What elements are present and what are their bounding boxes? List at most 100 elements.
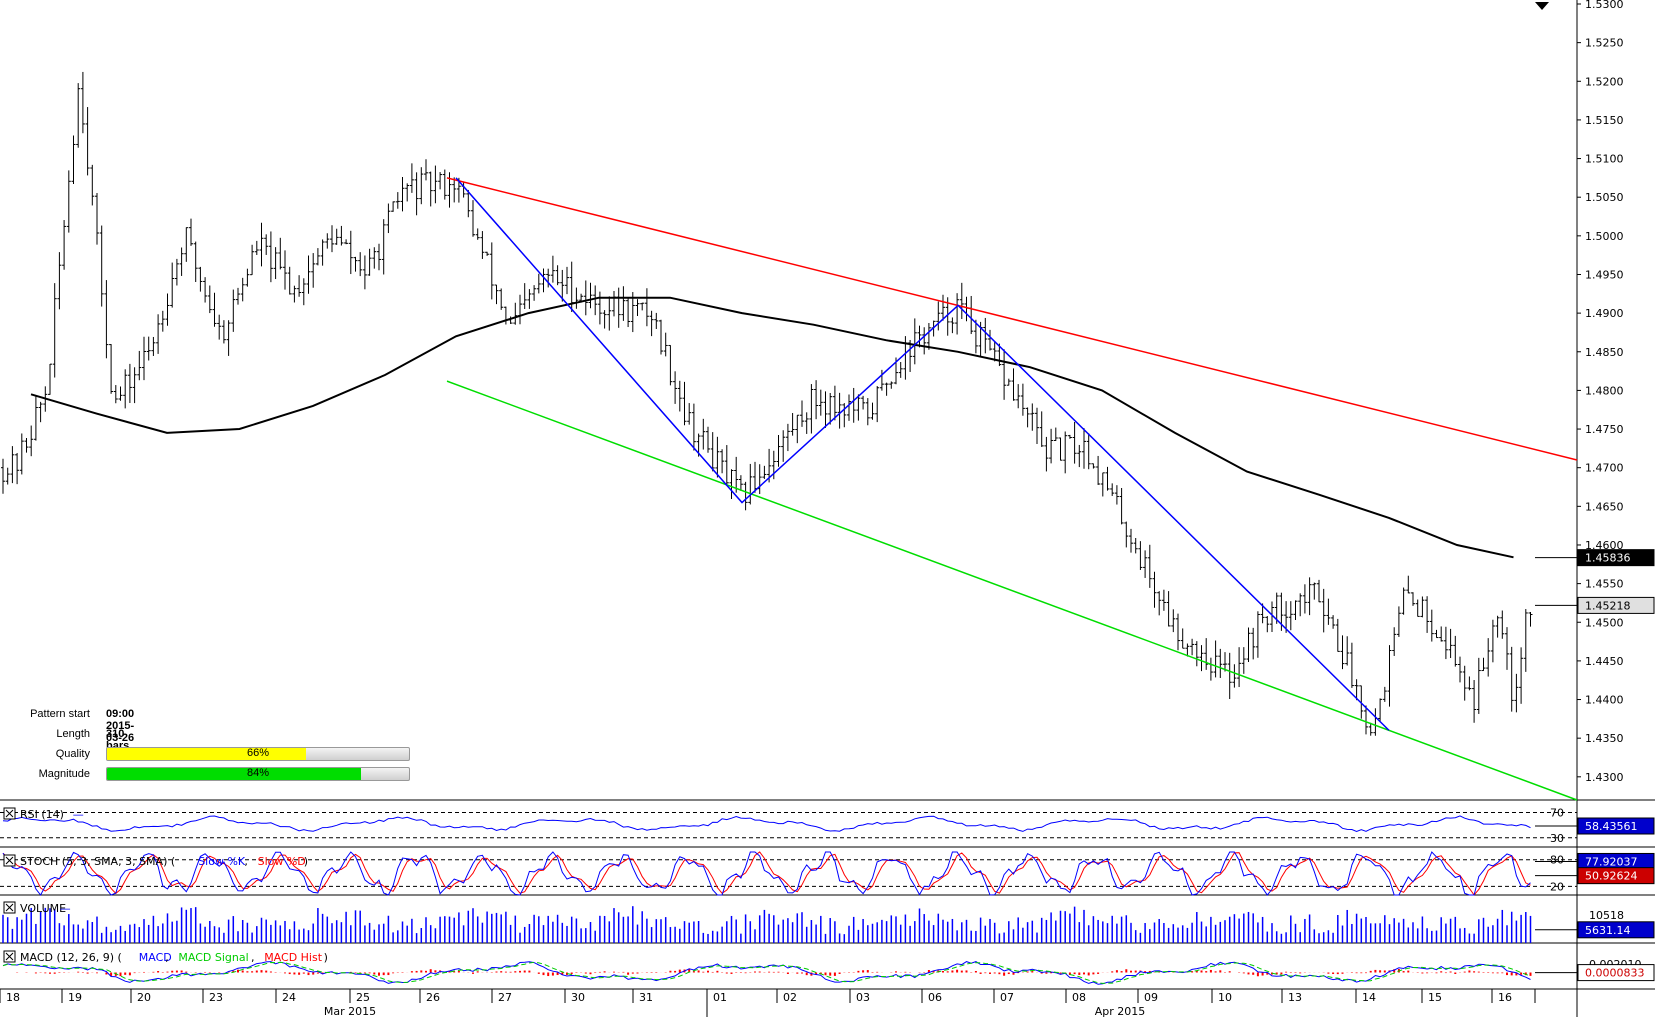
macd-title: MACD Signal [178, 951, 248, 964]
zigzag-line [455, 177, 1390, 731]
y-tick-label: 1.5250 [1585, 37, 1624, 50]
magnitude-bar-fill [107, 768, 361, 780]
y-tick-label: 1.5100 [1585, 153, 1624, 166]
x-day-label: 27 [498, 991, 512, 1004]
y-tick-label: 1.5150 [1585, 114, 1624, 127]
pattern-start-value: 09:00 2015-03-26 [106, 708, 135, 744]
y-tick-label: 1.4800 [1585, 384, 1624, 397]
macd-title: MACD [139, 951, 172, 964]
magnitude-label: Magnitude [38, 768, 90, 780]
rsi-title: RSI (14) [20, 808, 64, 821]
x-day-label: 10 [1218, 991, 1232, 1004]
stoch-d-value: 50.92624 [1585, 870, 1638, 883]
stoch-20-level-label: 20 [1550, 880, 1564, 893]
x-day-label: 08 [1072, 991, 1086, 1004]
x-day-label: 02 [783, 991, 797, 1004]
macd-title: , [165, 951, 169, 964]
stoch-title: , [244, 855, 248, 868]
stoch-80-level-label: 80 [1550, 854, 1564, 867]
volume-title: — [60, 902, 71, 915]
last-price-value: 1.45218 [1585, 599, 1631, 612]
x-day-label: 01 [713, 991, 727, 1004]
x-day-label: 13 [1288, 991, 1302, 1004]
moving-average-price-box [1577, 549, 1655, 567]
stoch-title: ) [304, 855, 308, 868]
rsi-close-icon-x [5, 809, 14, 818]
y-tick-label: 1.4700 [1585, 462, 1624, 475]
x-day-label: 30 [571, 991, 585, 1004]
rsi-line [2, 815, 1531, 833]
last-price-box [1577, 596, 1655, 614]
rsi-70-level-label: 70 [1550, 807, 1564, 820]
y-tick-label: 1.4600 [1585, 539, 1624, 552]
y-tick-label: 1.4850 [1585, 346, 1624, 359]
x-day-label: 14 [1362, 991, 1376, 1004]
y-tick-label: 1.5300 [1585, 0, 1624, 11]
volume-box [1577, 921, 1655, 939]
stoch-title: Slow %K [198, 855, 246, 868]
x-day-label: 23 [209, 991, 223, 1004]
stoch-k-line [2, 851, 1531, 896]
x-day-label: 24 [282, 991, 296, 1004]
y-tick-label: 1.4550 [1585, 578, 1624, 591]
macd-title: MACD (12, 26, 9) ( [20, 951, 122, 964]
volume-close-icon-x [5, 903, 14, 912]
quality-text: 66% [246, 747, 270, 759]
y-tick-label: 1.4950 [1585, 268, 1624, 281]
macd-close-icon-x [5, 952, 14, 961]
x-month-label: Mar 2015 [324, 1005, 376, 1017]
stoch-title: Slow %D [258, 855, 306, 868]
candles-group [1, 71, 1533, 736]
y-tick-label: 1.4300 [1585, 771, 1624, 784]
magnitude-text: 84% [246, 767, 270, 779]
x-day-label: 16 [1498, 991, 1512, 1004]
x-day-label: 06 [928, 991, 942, 1004]
scroll-down-icon [1535, 2, 1549, 10]
rsi-box [1577, 817, 1655, 835]
x-day-label: 18 [6, 991, 20, 1004]
resistance-line [446, 177, 1578, 461]
moving-average-line [30, 296, 1514, 559]
stoch-close-icon-x [5, 856, 14, 865]
pattern-length-label: Length [56, 728, 90, 740]
y-tick-label: 1.4900 [1585, 307, 1624, 320]
x-day-label: 31 [639, 991, 653, 1004]
stoch-d-line [2, 851, 1531, 896]
x-day-label: 19 [68, 991, 82, 1004]
y-tick-label: 1.5200 [1585, 75, 1624, 88]
x-day-label: 15 [1428, 991, 1442, 1004]
volume-value: 5631.14 [1585, 924, 1631, 937]
x-day-label: 25 [356, 991, 370, 1004]
macd-title: ) [324, 951, 328, 964]
magnitude-bar: 84% [106, 767, 410, 781]
quality-bar: 66% [106, 747, 410, 761]
quality-bar-fill [107, 748, 307, 760]
y-tick-label: 1.4650 [1585, 500, 1624, 513]
pattern-start-label: Pattern start [30, 708, 90, 720]
y-tick-label: 1.5000 [1585, 230, 1624, 243]
volume-scale: 10518 [1589, 909, 1624, 922]
y-tick-label: 1.4450 [1585, 655, 1624, 668]
y-tick-label: 1.4500 [1585, 616, 1624, 629]
quality-label: Quality [55, 748, 90, 760]
stoch-d-box [1577, 867, 1655, 885]
y-tick-label: 1.4750 [1585, 423, 1624, 436]
rsi-30-level-label: 30 [1550, 832, 1564, 845]
x-day-label: 07 [1000, 991, 1014, 1004]
volume-title: VOLUME [20, 902, 66, 915]
x-day-label: 03 [856, 991, 870, 1004]
y-tick-label: 1.4350 [1585, 732, 1624, 745]
macd-value: 0.0000833 [1585, 967, 1645, 980]
stoch-k-value: 77.92037 [1585, 855, 1638, 868]
x-day-label: 09 [1144, 991, 1158, 1004]
y-tick-label: 1.5050 [1585, 191, 1624, 204]
stoch-title: STOCH (5, 3, SMA, 3, SMA) ( [20, 855, 175, 868]
rsi-title: — [73, 808, 84, 821]
moving-average-price-value: 1.45836 [1585, 552, 1631, 565]
x-month-label: Apr 2015 [1095, 1005, 1146, 1017]
macd-title: MACD Hist [264, 951, 323, 964]
macd-signal-line [2, 961, 1531, 984]
x-day-label: 26 [426, 991, 440, 1004]
y-tick-label: 1.4400 [1585, 694, 1624, 707]
